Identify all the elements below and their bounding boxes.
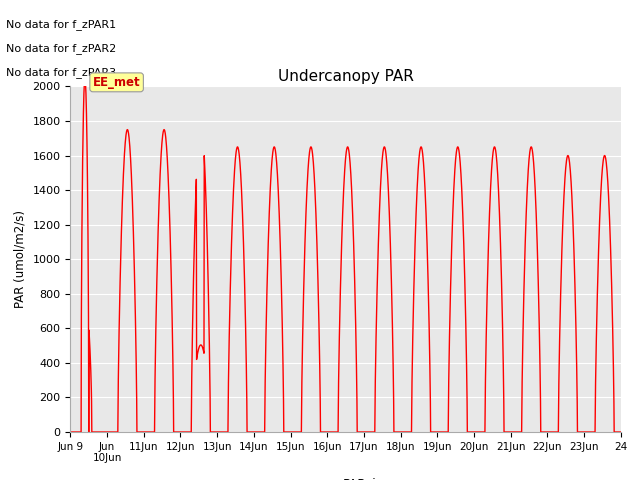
Y-axis label: PAR (umol/m2/s): PAR (umol/m2/s) (14, 210, 27, 308)
Legend: PAR_in: PAR_in (302, 472, 389, 480)
Text: No data for f_zPAR1: No data for f_zPAR1 (6, 19, 116, 30)
Text: No data for f_zPAR3: No data for f_zPAR3 (6, 67, 116, 78)
Text: No data for f_zPAR2: No data for f_zPAR2 (6, 43, 116, 54)
Text: EE_met: EE_met (93, 76, 140, 89)
Title: Undercanopy PAR: Undercanopy PAR (278, 69, 413, 84)
